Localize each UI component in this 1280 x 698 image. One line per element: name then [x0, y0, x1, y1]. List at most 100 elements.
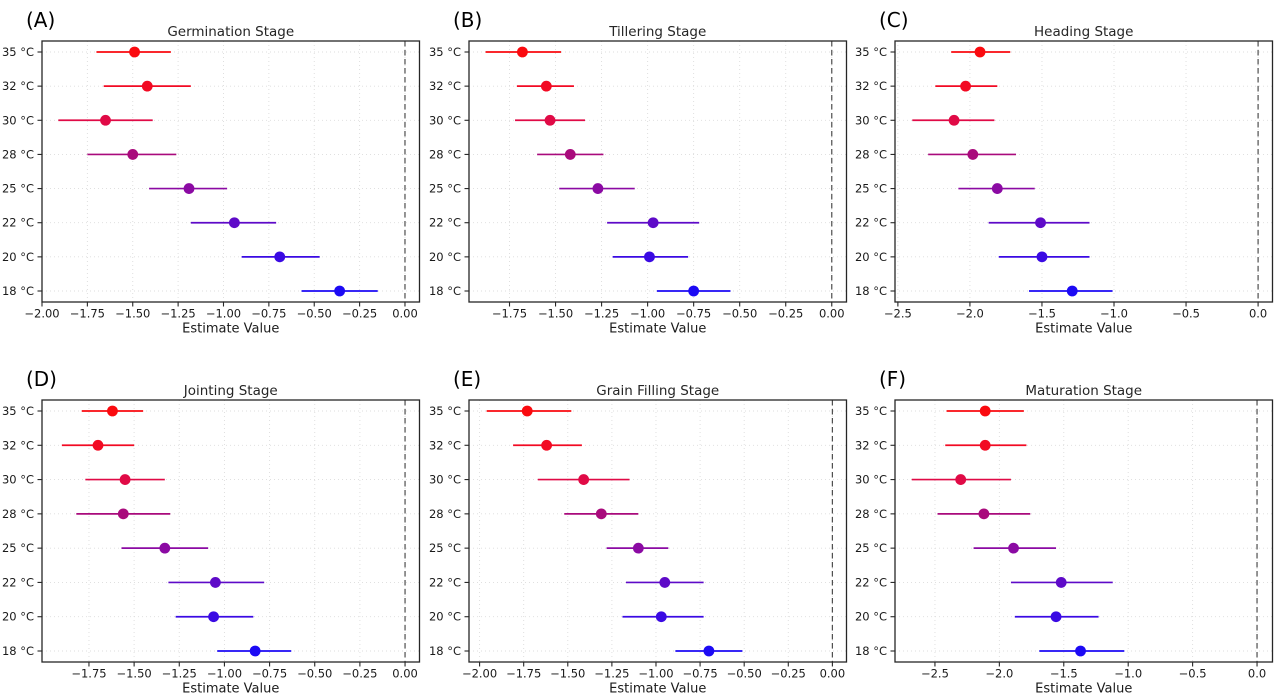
- x-tick-label: −0.25: [770, 666, 805, 680]
- estimate-point: [955, 474, 967, 485]
- estimate-point: [249, 645, 261, 657]
- y-tick-label: 28 °C: [429, 147, 461, 161]
- estimate-point: [1056, 577, 1067, 588]
- x-tick-label: 0.00: [392, 666, 418, 680]
- estimate-point: [1067, 285, 1078, 297]
- y-tick-label: 30 °C: [2, 113, 34, 127]
- estimate-point: [647, 217, 659, 229]
- x-tick-label: −0.25: [342, 306, 377, 320]
- estimate-point: [100, 114, 111, 126]
- estimate-point: [274, 251, 286, 263]
- estimate-point: [141, 80, 153, 92]
- y-tick-label: 25 °C: [2, 182, 34, 196]
- panel-letter: (F): [879, 367, 906, 391]
- estimate-point: [1008, 542, 1020, 554]
- y-tick-label: 20 °C: [855, 610, 887, 624]
- estimate-point: [703, 645, 714, 657]
- y-tick-label: 20 °C: [429, 250, 461, 264]
- panel-chart-germination-stage: −2.00 −1.75 −1.50 −1.25 −1.00 −0.75 −0.50 −0.25…: [2, 8, 421, 336]
- estimate-point: [980, 439, 991, 451]
- y-tick-label: 25 °C: [429, 541, 461, 555]
- estimate-point: [992, 183, 1004, 194]
- estimate-point: [107, 405, 118, 417]
- estimate-point: [974, 46, 986, 58]
- x-tick-label: −0.50: [726, 666, 761, 680]
- y-tick-label: 28 °C: [855, 147, 887, 161]
- estimate-point: [208, 611, 219, 623]
- x-tick-label: −0.75: [251, 306, 286, 320]
- y-tick-label: 30 °C: [429, 473, 461, 487]
- y-tick-label: 20 °C: [429, 610, 461, 624]
- x-tick-label: −0.75: [682, 666, 717, 680]
- panel-title: Jointing Stage: [183, 383, 278, 399]
- y-tick-label: 32 °C: [2, 79, 34, 93]
- panel-jointing-stage: −1.75 −1.50 −1.25 −1.00 −0.75 −0.50 −0.25 0.00 3…: [0, 349, 427, 698]
- panel-letter: (A): [26, 8, 55, 32]
- estimate-point: [127, 149, 139, 160]
- x-tick-label: −1.75: [70, 306, 105, 320]
- y-tick-label: 22 °C: [855, 216, 887, 230]
- x-tick-label: −1.25: [584, 306, 619, 320]
- y-tick-label: 30 °C: [855, 473, 887, 487]
- y-tick-label: 32 °C: [855, 79, 887, 93]
- x-tick-label: −2.0: [956, 306, 984, 320]
- x-tick-label: −1.00: [207, 666, 242, 680]
- estimate-point: [592, 183, 603, 194]
- estimate-point: [1050, 611, 1062, 623]
- x-tick-label: −2.00: [24, 306, 59, 320]
- y-tick-label: 35 °C: [2, 404, 34, 418]
- panel-tillering-stage: −1.75 −1.50 −1.25 −1.00 −0.75 −0.50 −0.25 0.00 3…: [427, 0, 854, 349]
- x-axis-label: Estimate Value: [182, 681, 279, 696]
- y-tick-label: 35 °C: [429, 404, 461, 418]
- x-axis-label: Estimate Value: [609, 321, 706, 336]
- estimate-point: [659, 577, 670, 588]
- x-tick-label: −2.0: [986, 666, 1014, 680]
- x-tick-label: −1.00: [206, 306, 241, 320]
- y-tick-label: 25 °C: [855, 182, 887, 196]
- y-tick-label: 18 °C: [855, 284, 887, 298]
- x-tick-label: −0.75: [252, 666, 287, 680]
- y-tick-label: 30 °C: [855, 113, 887, 127]
- estimate-point: [960, 80, 972, 92]
- y-tick-label: 32 °C: [429, 438, 461, 452]
- estimate-point: [159, 542, 171, 554]
- panel-chart-tillering-stage: −1.75 −1.50 −1.25 −1.00 −0.75 −0.50 −0.25 0.00 3…: [429, 8, 847, 336]
- x-tick-label: −1.50: [550, 666, 585, 680]
- y-tick-label: 30 °C: [429, 113, 461, 127]
- y-tick-label: 18 °C: [2, 644, 34, 658]
- y-tick-label: 35 °C: [429, 45, 461, 59]
- panel-chart-grain-filling-stage: −2.00 −1.75 −1.50 −1.25 −1.00 −0.75 −0.50 −0.25…: [429, 367, 847, 696]
- x-tick-label: −1.5: [1050, 666, 1078, 680]
- estimate-point: [516, 46, 528, 58]
- estimate-point: [1036, 251, 1048, 263]
- estimate-point: [564, 149, 576, 160]
- estimate-point: [687, 285, 699, 297]
- y-tick-label: 20 °C: [2, 250, 34, 264]
- estimate-point: [540, 439, 552, 451]
- x-tick-label: 0.00: [819, 666, 845, 680]
- plot-frame: [468, 40, 847, 303]
- x-tick-label: −1.00: [638, 666, 673, 680]
- plot-frame: [41, 40, 421, 303]
- x-tick-label: −0.5: [1179, 666, 1207, 680]
- x-tick-label: −1.5: [1028, 306, 1056, 320]
- x-tick-label: −1.0: [1100, 306, 1128, 320]
- y-tick-label: 22 °C: [429, 575, 461, 589]
- x-tick-label: −0.50: [722, 306, 757, 320]
- panel-grain-filling-stage: −2.00 −1.75 −1.50 −1.25 −1.00 −0.75 −0.50 −0.25…: [427, 349, 854, 698]
- x-tick-label: −1.50: [117, 666, 152, 680]
- y-tick-label: 22 °C: [855, 575, 887, 589]
- x-axis-label: Estimate Value: [1035, 321, 1132, 336]
- x-tick-label: −1.0: [1115, 666, 1143, 680]
- x-tick-label: −1.75: [71, 666, 106, 680]
- estimate-point: [544, 114, 556, 126]
- plot-frame: [41, 399, 421, 663]
- panel-title: Tillering Stage: [608, 24, 706, 40]
- panel-letter: (B): [453, 8, 482, 32]
- x-tick-label: −0.5: [1172, 306, 1200, 320]
- panel-title: Grain Filling Stage: [596, 383, 719, 399]
- y-tick-label: 32 °C: [2, 438, 34, 452]
- x-axis-label: Estimate Value: [609, 681, 706, 696]
- x-tick-label: 0.0: [1249, 306, 1267, 320]
